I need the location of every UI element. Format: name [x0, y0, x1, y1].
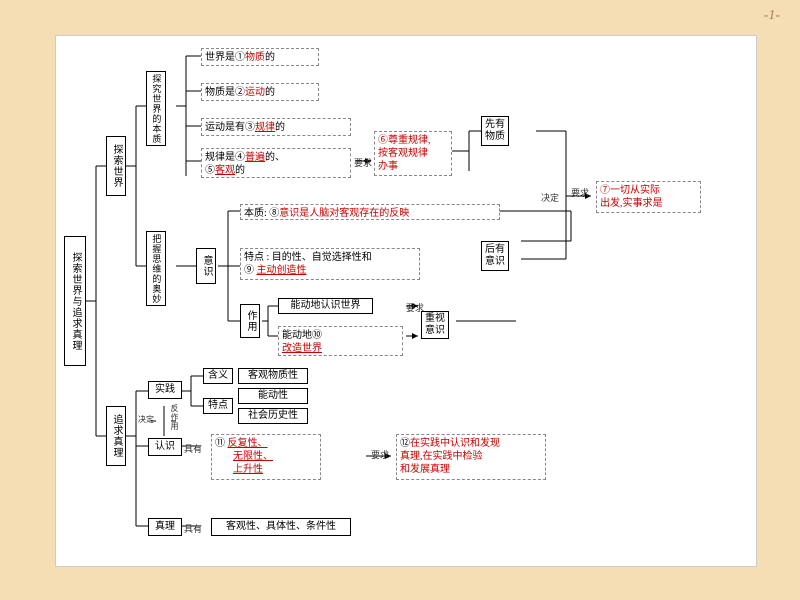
first-matter-box: 先有物质	[481, 116, 509, 146]
nature-line2: 物质是②运动的	[201, 83, 319, 101]
t: ⑫	[400, 438, 410, 449]
respect-box: 重视意识	[421, 311, 449, 339]
cognition-box: 认识	[148, 438, 182, 456]
red: 物质	[245, 52, 265, 63]
truth-label-box: 真理	[148, 518, 182, 536]
role2-box: 能动地⑩ 改造世界	[278, 326, 403, 356]
truth-v-box: 客观性、具体性、条件性	[211, 518, 351, 536]
red: 运动	[245, 87, 265, 98]
red: 无限性、	[233, 451, 273, 462]
root-box: 探索世界与追求真理	[64, 236, 86, 366]
red: 反复性、	[228, 438, 268, 449]
red: 在实践中认识和发现	[410, 438, 500, 449]
red: 规律	[255, 122, 275, 133]
req-label2: 要求	[571, 186, 589, 199]
nature-line4: 规律是④普遍的、 ⑤客观的	[201, 148, 351, 178]
role-box: 作用	[240, 304, 260, 338]
page-number: -1-	[764, 8, 780, 24]
consciousness-box: 意识	[196, 248, 216, 284]
req-label: 要求	[354, 156, 372, 169]
req6-box: ⑥尊重规律, 按客观规律 办事	[374, 131, 452, 176]
feature-v: 能动性	[238, 388, 308, 404]
mind-mystery-box: 把握思维的奥妙	[146, 231, 166, 306]
t: 特点 : 目的性、自觉选择性和	[244, 252, 372, 263]
t: 物质是②	[205, 87, 245, 98]
feature-box: 特点 : 目的性、自觉选择性和 ⑨ 主动创造性	[240, 248, 420, 280]
after-mind-box: 后有意识	[481, 241, 509, 271]
red: 真理,在实践中检验	[400, 451, 483, 462]
t: ⑨	[244, 265, 257, 276]
t: ⑪	[215, 438, 228, 449]
determine-lbl: 决定	[138, 414, 154, 425]
t: 的	[235, 165, 245, 176]
result7-box: ⑦一切从实际 出发,实事求是	[596, 181, 701, 213]
req-12: 要求	[371, 448, 389, 461]
t: 规律是④	[205, 152, 245, 163]
essence-box: 本质: ⑧意识是人脑对客观存在的反映	[240, 204, 500, 220]
red: 主动创造性	[257, 265, 307, 276]
t: 的	[275, 122, 285, 133]
diagram-container: 探索世界与追求真理 探索世界 追求真理 探究世界的本质 把握思维的奥妙 世界是①…	[55, 35, 757, 567]
feature2-box: 特点	[203, 398, 233, 414]
decide-label: 决定	[541, 191, 559, 204]
t: 能动地⑩	[282, 330, 322, 341]
red: ⑥尊重规律, 按客观规律 办事	[378, 135, 431, 172]
history-v: 社会历史性	[238, 408, 308, 424]
practice-box: 实践	[148, 381, 182, 399]
t: ⑤	[205, 165, 215, 176]
has-lbl1: 具有	[184, 442, 202, 455]
nature-line3: 运动是有③规律的	[201, 118, 351, 136]
c11-box: ⑪ 反复性、 无限性、 上升性	[211, 434, 321, 480]
red: 客观	[215, 165, 235, 176]
nature-line1: 世界是①物质的	[201, 48, 319, 66]
t: 的	[265, 52, 275, 63]
red: ⑦一切从实际 出发,实事求是	[600, 185, 663, 209]
role1-box: 能动地认识世界	[278, 298, 373, 314]
react-lbl: 反作用	[169, 404, 180, 431]
r12-box: ⑫在实践中认识和发现 真理,在实践中检验 和发展真理	[396, 434, 546, 480]
branch-explore-world: 探索世界	[106, 136, 126, 196]
t: 本质: ⑧	[244, 208, 279, 219]
t: 世界是①	[205, 52, 245, 63]
red: 改造世界	[282, 343, 322, 354]
red: 和发展真理	[400, 464, 450, 475]
meaning-box: 含义	[203, 368, 233, 384]
red: 意识是人脑对客观存在的反映	[279, 208, 409, 219]
nature-essence-box: 探究世界的本质	[146, 71, 166, 146]
t: 运动是有③	[205, 122, 255, 133]
red: 普遍	[245, 152, 265, 163]
t: 的、	[265, 152, 285, 163]
branch-seek-truth: 追求真理	[106, 406, 126, 466]
red: 上升性	[233, 464, 263, 475]
meaning-v: 客观物质性	[238, 368, 308, 384]
has-lbl2: 具有	[184, 522, 202, 535]
t: 的	[265, 87, 275, 98]
